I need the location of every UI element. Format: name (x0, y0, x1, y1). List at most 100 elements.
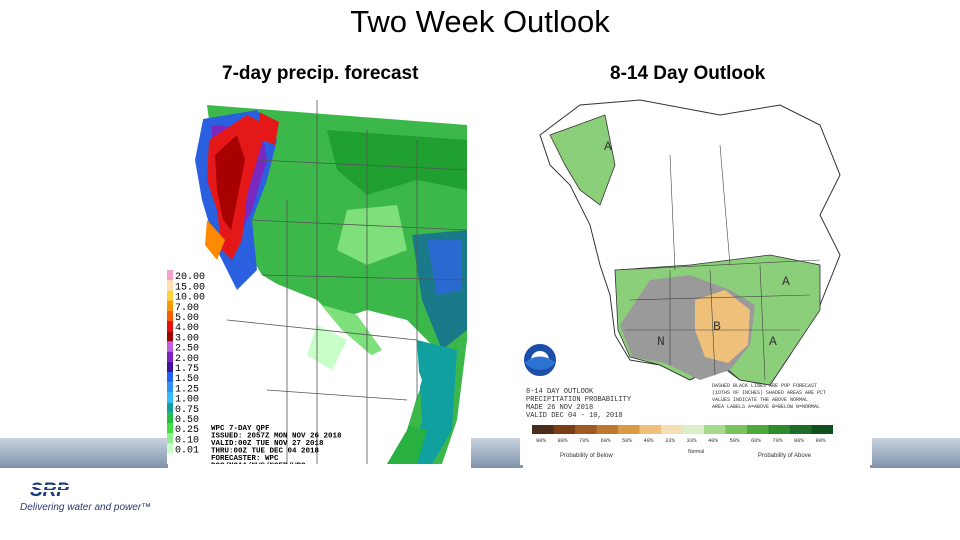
slide-title: Two Week Outlook (350, 4, 610, 39)
legend-value: 2.50 (175, 344, 199, 355)
legend-swatch (167, 270, 173, 281)
scale-label: 40% (708, 437, 719, 444)
precip-forecast-map: 20.00 15.00 10.00 7.00 5.00 4.00 3.00 2.50 2.00 1… (167, 100, 471, 464)
note-line: DASHED BLACK LINES ARE POP FORECAST (712, 383, 817, 389)
legend-value: 3.00 (175, 333, 199, 344)
normal-scale-label: Normal (688, 449, 704, 455)
note-line: (1OTHS OF INCHES) SHADED AREAS ARE PCT (712, 390, 826, 396)
legend-value: 4.00 (175, 323, 199, 334)
legend-value: 1.50 (175, 374, 199, 385)
scale-label: 50% (622, 437, 633, 444)
noaa-logo (522, 342, 558, 378)
scale-label: 50% (730, 437, 741, 444)
below-scale-label: Probability of Below (560, 453, 613, 459)
scale-swatch (704, 425, 726, 434)
legend-value: 15.00 (175, 282, 205, 293)
scale-label: 90% (816, 437, 827, 444)
decorative-stripe-right (870, 438, 960, 468)
scale-swatch (618, 425, 640, 434)
left-panel-heading: 7-day precip. forecast (222, 63, 419, 84)
legend-value: 20.00 (175, 272, 205, 283)
legend-value: 0.10 (175, 435, 199, 446)
scale-label: 80% (558, 437, 569, 444)
below-label: B (713, 319, 721, 334)
legend-value: 1.75 (175, 364, 199, 375)
probability-scale: 90% 80% 70% 60% 50% 40% 33% 33% 40% 50% 60% 70% 80% 9… (532, 425, 833, 444)
caption-line: WPC 7-DAY QPF (211, 425, 270, 433)
legend-swatch (167, 402, 173, 413)
caption-line: ISSUED: 2057Z MON NOV 26 2018 (211, 433, 342, 441)
srp-logo-graphic: SRP (24, 480, 114, 501)
caption-line: VALID DEC 04 - 10, 2018 (526, 412, 623, 420)
legend-value: 1.00 (175, 395, 199, 406)
scale-label: 70% (579, 437, 590, 444)
legend-swatch (167, 300, 173, 311)
above-scale-label: Probability of Above (758, 453, 812, 459)
scale-swatch (682, 425, 704, 434)
precip-map-graphic: 20.0015.0010.007.005.004.003.002.502.001… (167, 100, 471, 464)
scale-swatch (661, 425, 683, 434)
outlook-map-graphic: A A A B N 8-14 DAY OUTLOOKPRECIPITATION … (520, 95, 872, 465)
legend-swatch (167, 392, 173, 403)
srp-logo: SRP (24, 478, 116, 501)
legend-value: 0.25 (175, 425, 199, 436)
outlook-note: DASHED BLACK LINES ARE POP FORECAST(1OTH… (712, 383, 826, 410)
scale-swatch (532, 425, 554, 434)
scale-label: 60% (751, 437, 762, 444)
scale-label: 40% (644, 437, 655, 444)
caption-line: THRU:00Z TUE DEC 04 2018 (211, 448, 320, 456)
legend-swatch (167, 412, 173, 423)
precip-legend: 20.0015.0010.007.005.004.003.002.502.001… (167, 270, 205, 457)
legend-swatch (167, 310, 173, 321)
legend-swatch (167, 382, 173, 393)
legend-value: 7.00 (175, 303, 199, 314)
legend-swatch (167, 351, 173, 362)
scale-swatch (575, 425, 597, 434)
legend-swatch (167, 433, 173, 444)
right-panel-heading: 8-14 Day Outlook (610, 63, 766, 84)
legend-value: 1.25 (175, 384, 199, 395)
scale-swatch (790, 425, 812, 434)
legend-value: 0.50 (175, 415, 199, 426)
scale-swatch (768, 425, 790, 434)
legend-value: 5.00 (175, 313, 199, 324)
scale-swatch (553, 425, 575, 434)
scale-label: 33% (665, 437, 676, 444)
note-line: AREA LABELS A=ABOVE B=BELOW N=NORMAL (712, 404, 820, 410)
scale-label: 80% (794, 437, 805, 444)
legend-swatch (167, 321, 173, 332)
legend-value: 10.00 (175, 293, 205, 304)
caption-line: DOC/NOAA/NWS/NCEP/WPC (211, 463, 306, 465)
decorative-stripe-middle (471, 438, 523, 468)
caption-line: FORECASTER: WPC (211, 455, 279, 463)
caption-line: PRECIPITATION PROBABILITY (526, 396, 632, 404)
legend-swatch (167, 443, 173, 454)
scale-label: 60% (601, 437, 612, 444)
scale-swatch (811, 425, 833, 434)
scale-label: 33% (687, 437, 698, 444)
legend-value: 2.00 (175, 354, 199, 365)
scale-label: 90% (536, 437, 547, 444)
note-line: VALUES INDICATE THE ABOVE NORMAL (712, 397, 808, 403)
scale-swatch (747, 425, 769, 434)
scale-swatch (596, 425, 618, 434)
legend-swatch (167, 331, 173, 342)
scale-swatch (725, 425, 747, 434)
legend-value: 0.01 (175, 446, 199, 457)
caption-line: 8-14 DAY OUTLOOK (526, 388, 594, 396)
legend-value: 0.75 (175, 405, 199, 416)
legend-swatch (167, 280, 173, 291)
east-above-label: A (782, 274, 790, 289)
caption-line: VALID:00Z TUE NOV 27 2018 (211, 440, 324, 448)
legend-swatch (167, 290, 173, 301)
caption-line: MADE 26 NOV 2018 (526, 404, 593, 412)
legend-swatch (167, 341, 173, 352)
outlook-map: A A A B N 8-14 DAY OUTLOOK PRECIPITATION … (520, 95, 872, 465)
normal-label: N (657, 334, 665, 349)
scale-swatch (639, 425, 661, 434)
legend-swatch (167, 372, 173, 383)
alaska-above-label: A (604, 139, 612, 154)
scale-label: 70% (773, 437, 784, 444)
